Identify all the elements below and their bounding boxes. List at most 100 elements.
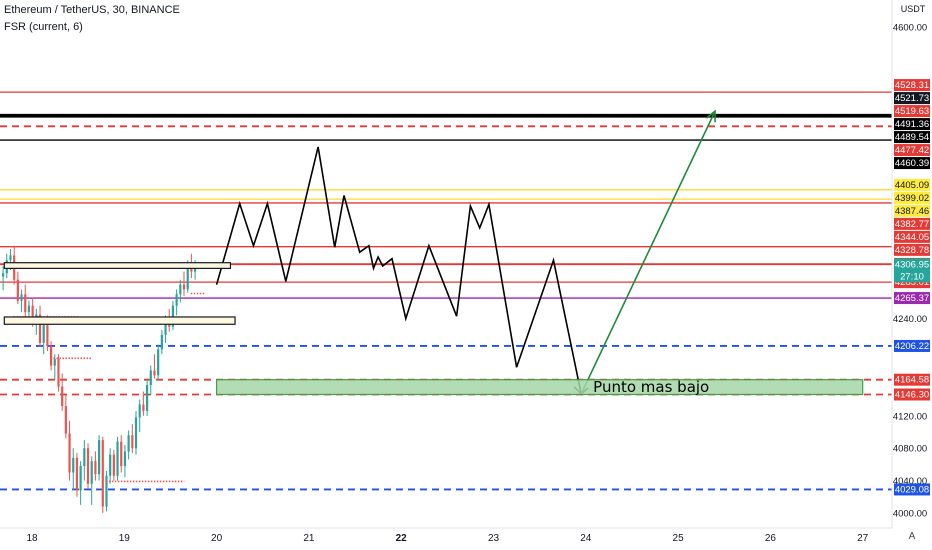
candle-body xyxy=(149,370,152,386)
candle-body xyxy=(138,404,141,418)
candle-body xyxy=(112,454,115,476)
currency-label[interactable]: USDT xyxy=(900,4,926,14)
price-tick-label: 4000.00 xyxy=(893,509,927,520)
price-tag-label: 4491.36 xyxy=(895,119,929,130)
candle-body xyxy=(94,461,97,475)
candle-body xyxy=(182,284,186,290)
price-tag-4489.54[interactable] xyxy=(894,131,930,144)
candle-body xyxy=(175,294,178,306)
price-tag-4528.31[interactable] xyxy=(894,79,930,92)
price-tag-label: 4164.58 xyxy=(895,375,929,386)
candle-body xyxy=(134,417,138,449)
time-tick-label: 18 xyxy=(26,533,38,544)
price-tag-label: 4460.39 xyxy=(895,158,929,169)
price-tick-label: 4080.00 xyxy=(893,444,927,455)
candle-body xyxy=(131,435,134,449)
candle-body xyxy=(64,406,67,434)
price-axis-tags: 4528.31 4521.73 4519.63 4491.36 4489.54 4477.… xyxy=(894,79,930,496)
price-tag-label: 4265.37 xyxy=(895,293,929,304)
projection-path[interactable] xyxy=(215,146,582,395)
bar-countdown-label: 27:10 xyxy=(900,271,924,282)
candle-body xyxy=(164,321,167,335)
price-tag-label: 4382.77 xyxy=(895,219,929,230)
candle-body xyxy=(79,466,82,491)
target-arrow-line[interactable] xyxy=(580,110,716,395)
price-tag-4399.02[interactable] xyxy=(894,191,930,204)
candle-body xyxy=(72,457,75,473)
candle-body xyxy=(53,359,56,366)
candles-layer xyxy=(2,245,197,513)
candle-body xyxy=(75,457,79,491)
price-tag-4491.36[interactable] xyxy=(894,118,930,131)
zone-box-1[interactable] xyxy=(3,316,236,325)
projection-layer xyxy=(215,109,716,395)
time-tick-label: 19 xyxy=(119,533,131,544)
price-tag-4029.08[interactable] xyxy=(894,483,930,496)
price-tag-4460.39[interactable] xyxy=(894,157,930,170)
candle-body xyxy=(171,305,175,327)
price-tick-label: 4600.00 xyxy=(893,23,927,34)
candle-body xyxy=(24,294,27,313)
indicator-label[interactable]: FSR (current, 6) xyxy=(4,21,83,33)
price-tag-label: 4146.30 xyxy=(895,389,929,400)
candle-body xyxy=(105,475,108,507)
candle-body xyxy=(97,440,101,475)
price-tag-label: 4387.46 xyxy=(895,206,929,217)
candle-body xyxy=(31,305,34,322)
candle-body xyxy=(109,454,112,476)
candle-body xyxy=(179,284,182,295)
price-tag-4146.30[interactable] xyxy=(894,388,930,401)
candle-body xyxy=(90,461,93,484)
candle-body xyxy=(46,325,49,347)
zone-box-0[interactable] xyxy=(3,262,232,269)
zones-outline-layer: Punto mas bajo xyxy=(3,262,864,396)
price-tag-label: 4206.22 xyxy=(895,341,929,352)
time-tick-label: 26 xyxy=(765,533,777,544)
candle-body xyxy=(86,448,90,484)
price-tag-label: 4285.01 xyxy=(895,277,929,288)
time-tick-label: 24 xyxy=(580,533,592,544)
candle-body xyxy=(120,441,123,467)
price-tag-4477.42[interactable] xyxy=(894,144,930,157)
price-tag-4387.46[interactable] xyxy=(894,204,930,217)
price-tag-label: 4344.05 xyxy=(895,232,929,243)
current-price-tag[interactable] xyxy=(894,258,930,283)
time-tick-label: 20 xyxy=(211,533,223,544)
candle-body xyxy=(101,440,104,507)
zone-box-2[interactable] xyxy=(216,379,864,396)
time-tick-label: 27 xyxy=(857,533,869,544)
price-tag-4206.22[interactable] xyxy=(894,339,930,352)
candle-body xyxy=(16,279,19,301)
zone-label: Punto mas bajo xyxy=(593,378,709,396)
price-tick-label: 4120.00 xyxy=(893,411,927,422)
price-tag-label: 4405.09 xyxy=(895,180,929,191)
price-tag-4519.63[interactable] xyxy=(894,105,930,118)
price-tag-4265.37[interactable] xyxy=(894,292,930,305)
price-tag-label: 4399.02 xyxy=(895,193,929,204)
price-tag-4382.77[interactable] xyxy=(894,217,930,230)
candle-body xyxy=(42,325,45,343)
price-tag-label: 4521.73 xyxy=(895,93,929,104)
candle-body xyxy=(9,255,12,261)
candle-body xyxy=(142,404,145,411)
time-tick-label: 25 xyxy=(673,533,685,544)
price-tag-label: 4528.31 xyxy=(895,80,929,91)
time-axis-ticks: 18 19 20 21 22 23 24 25 26 27 xyxy=(26,533,868,544)
candle-body xyxy=(68,433,71,473)
target-arrowhead xyxy=(705,109,716,123)
price-tag-4521.73[interactable] xyxy=(894,92,930,105)
time-tick-label: 23 xyxy=(488,533,500,544)
candle-body xyxy=(145,385,149,411)
candle-body xyxy=(49,346,53,366)
price-tag-4344.05[interactable] xyxy=(894,230,930,243)
price-tag-label: 4489.54 xyxy=(895,132,929,143)
price-tag-4328.78[interactable] xyxy=(894,243,930,256)
time-tick-label: 22 xyxy=(396,533,408,544)
symbol-title[interactable]: Ethereum / TetherUS, 30, BINANCE xyxy=(4,4,180,16)
price-tag-4405.09[interactable] xyxy=(894,178,930,191)
candle-body xyxy=(127,435,130,452)
price-tag-4164.58[interactable] xyxy=(894,373,930,386)
candle-body xyxy=(186,265,189,290)
auto-scale-button[interactable]: A xyxy=(908,531,916,542)
